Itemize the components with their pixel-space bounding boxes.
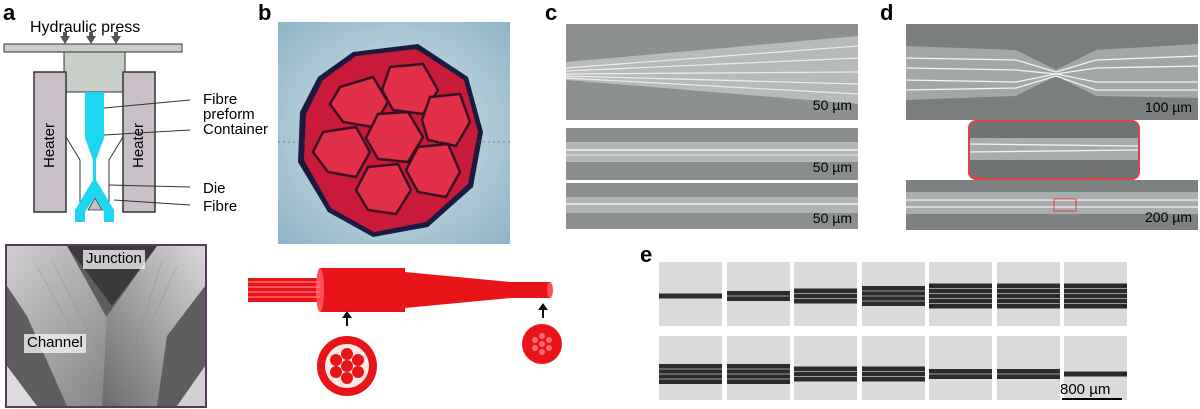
scale-bar-c1: 50 µm xyxy=(812,97,852,113)
container-label: Container xyxy=(203,121,269,138)
preform-image xyxy=(278,22,510,244)
panel-e-letter: e xyxy=(640,242,653,267)
fibre-tile xyxy=(996,262,1060,326)
hydraulic-press-label: Hydraulic press xyxy=(30,19,141,36)
fibre-micrograph-c1: 50 µm xyxy=(566,24,858,120)
fibre-tile xyxy=(726,336,790,400)
fibre-micrograph-d2: 200 µm xyxy=(906,180,1198,230)
panel-c-letter: c xyxy=(545,0,558,25)
fibre-tile xyxy=(1064,262,1127,326)
fibre-grid xyxy=(659,262,1199,407)
panel-d-letter: d xyxy=(880,0,894,25)
press-arrows xyxy=(60,32,121,44)
fibre-tile xyxy=(996,336,1060,400)
fibre-taper-diagram xyxy=(248,268,562,396)
scale-bar-d1: 100 µm xyxy=(1145,99,1192,115)
panel-b-letter: b xyxy=(258,0,272,25)
fibre-micrograph-d1: 100 µm xyxy=(906,24,1198,120)
press-plate xyxy=(3,43,183,53)
heater-right-block xyxy=(122,71,156,213)
heater-left-label: Heater xyxy=(41,122,58,168)
scale-bar-e: 800 µm xyxy=(1060,381,1111,398)
fibre-tile xyxy=(861,336,925,400)
fibre-preform-shape xyxy=(75,92,114,222)
preform-cross-section-photo xyxy=(278,22,510,244)
zoom-inset xyxy=(968,120,1140,180)
fibre-tile xyxy=(1064,336,1127,400)
fibre-tile xyxy=(794,262,857,326)
die-label: Die xyxy=(203,180,226,197)
junction-micrograph: Junction Channel xyxy=(5,244,207,408)
heater-left-block xyxy=(33,71,67,213)
panel-a-letter: a xyxy=(3,0,16,25)
scale-bar-e-line xyxy=(1062,398,1122,400)
plunger xyxy=(63,51,126,93)
channel-label: Channel xyxy=(24,334,86,353)
fibre-tile xyxy=(659,336,722,400)
heater-right-label: Heater xyxy=(130,122,147,168)
fibre-micrograph-c3: 50 µm xyxy=(566,183,858,229)
fibre-tile xyxy=(726,262,790,326)
fibre-label: Fibre xyxy=(203,198,238,215)
scale-bar-c3: 50 µm xyxy=(812,210,852,226)
scale-bar-c2: 50 µm xyxy=(812,159,852,175)
fibre-tile xyxy=(659,262,722,326)
fibre-tile xyxy=(929,336,992,400)
extrusion-schematic xyxy=(3,32,191,222)
junction-image xyxy=(7,246,205,406)
scale-bar-d2: 200 µm xyxy=(1145,209,1192,225)
junction-label: Junction xyxy=(83,250,145,269)
fibre-tile xyxy=(929,262,992,326)
fibre-preform-label: Fibre preform xyxy=(203,91,255,123)
fibre-tile xyxy=(794,336,857,400)
fibre-tile xyxy=(861,262,925,326)
fibre-micrograph-c2: 50 µm xyxy=(566,128,858,180)
